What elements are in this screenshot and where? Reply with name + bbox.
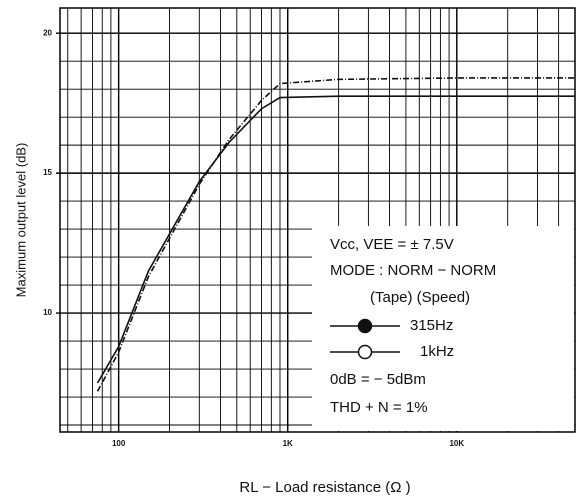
series-line bbox=[96, 77, 575, 392]
x-tick-label: 10K bbox=[449, 439, 464, 448]
annotation: MODE : NORM − NORM bbox=[330, 262, 496, 279]
annotation: (Tape) (Speed) bbox=[370, 289, 470, 306]
legend-label: 1kHz bbox=[420, 343, 454, 360]
y-tick-label: 20 bbox=[43, 28, 52, 37]
y-tick-label: 15 bbox=[43, 168, 52, 177]
y-tick-label: 10 bbox=[43, 308, 52, 317]
annotation: THD + N = 1% bbox=[330, 399, 428, 416]
x-tick-label: 1K bbox=[283, 439, 293, 448]
legend-label: 315Hz bbox=[410, 317, 453, 334]
plot-frame bbox=[59, 7, 576, 433]
x-axis-label: RL − Load resistance (Ω ) bbox=[239, 479, 410, 496]
x-tick-label: 100 bbox=[112, 439, 126, 448]
annotation: Vcc, VEE = ± 7.5V bbox=[330, 236, 454, 253]
annotation: 0dB = − 5dBm bbox=[330, 371, 426, 388]
series-line bbox=[96, 95, 575, 384]
y-axis-label: Maximum output level (dB) bbox=[13, 143, 28, 298]
legend-marker bbox=[357, 344, 373, 360]
legend-marker bbox=[357, 318, 373, 334]
legend-box bbox=[312, 226, 574, 431]
